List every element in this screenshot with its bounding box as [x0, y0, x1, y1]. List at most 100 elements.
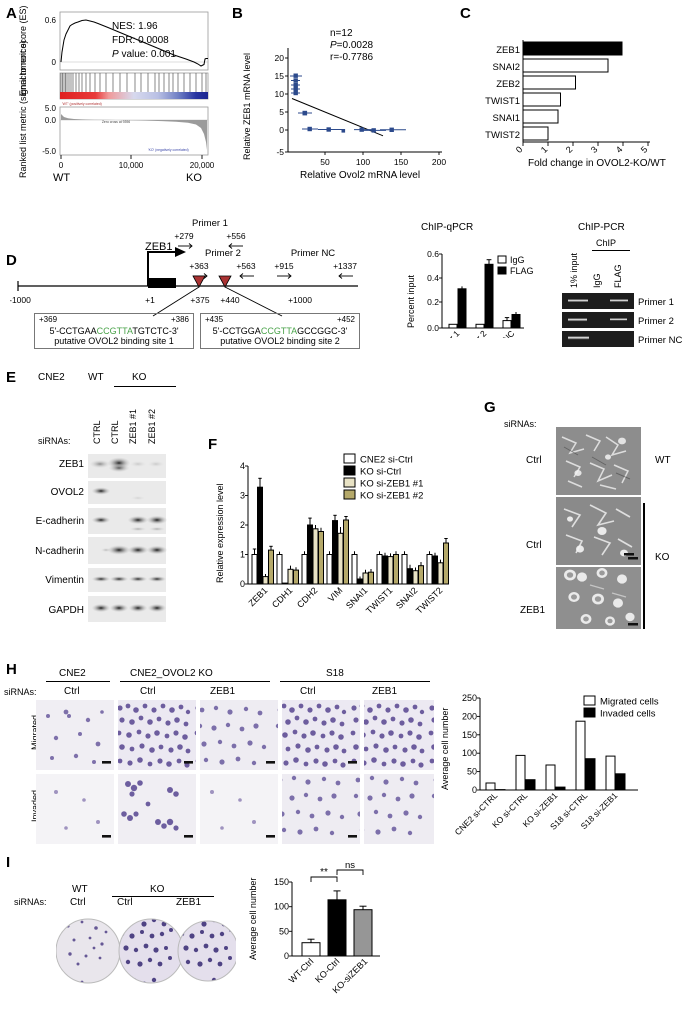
panel-h-cond-3: Ctrl: [300, 686, 316, 697]
svg-text:0: 0: [472, 785, 477, 795]
panel-label-f: F: [208, 436, 218, 453]
panel-b-n: n=12: [330, 28, 353, 39]
panel-label-b: B: [232, 5, 243, 22]
svg-text:3: 3: [240, 491, 245, 501]
panel-g-group-wt: WT: [655, 455, 671, 466]
panel-d-site1-seq: 5'-CCTGAACCGTTATGTCTC-3': [49, 326, 179, 336]
svg-text:+363: +363: [189, 261, 208, 271]
panel-h-group-1-rule: [120, 681, 270, 683]
panel-d-site2-box: +435 +452 5'-CCTGGACCGTTAGCCGGC-3' putat…: [200, 313, 360, 349]
svg-text:KO si-ZEB1 #1: KO si-ZEB1 #1: [360, 479, 423, 490]
panel-e-ko-rule: [114, 386, 176, 388]
panel-a-right-group: KO: [186, 172, 202, 184]
svg-text:10: 10: [275, 89, 285, 99]
panel-i-sirna-label: siRNAs:: [14, 897, 47, 907]
svg-text:Primer 2: Primer 2: [638, 316, 674, 327]
panel-i-colony-wells: [56, 918, 236, 984]
chip-qpcr-title: ChIP-qPCR: [421, 222, 474, 233]
svg-text:+375: +375: [190, 295, 209, 305]
svg-text:150: 150: [394, 157, 408, 167]
panel-e-group-wt: WT: [88, 372, 104, 383]
svg-text:0.6: 0.6: [427, 249, 439, 259]
svg-text:+279: +279: [174, 231, 193, 241]
chip-pcr-chip-rule: [592, 250, 630, 251]
panel-h-cond-1: Ctrl: [140, 686, 156, 697]
svg-text:OVOL2: OVOL2: [51, 487, 85, 498]
panel-d-gene-label: ZEB1: [145, 241, 173, 253]
svg-text:CDH2: CDH2: [295, 585, 319, 609]
svg-text:+1: +1: [145, 295, 155, 305]
svg-text:50: 50: [320, 157, 330, 167]
svg-text:15: 15: [275, 71, 285, 81]
svg-text:0: 0: [284, 951, 289, 961]
svg-text:20: 20: [275, 53, 285, 63]
chip-pcr-chip-header: ChIP: [596, 238, 617, 248]
panel-i-top-wt: WT: [72, 884, 88, 895]
panel-h-group-2: S18: [326, 668, 344, 679]
panel-a-gsea-plot: 0.6 0 'WT' (positively correlated) 5.0 0…: [42, 11, 215, 170]
panel-e-cellline: CNE2: [38, 372, 65, 383]
panel-d-gene-diagram: ZEB1 Primer 1 +279 +556 Primer 2 +363 +5…: [10, 218, 358, 317]
panel-f-barchart: 4 3 2 1 0 ZEB1 CDH1 CDH2 VIM: [240, 461, 449, 616]
svg-text:Primer NC: Primer NC: [638, 335, 682, 346]
svg-text:1: 1: [240, 550, 245, 560]
svg-text:20,000: 20,000: [190, 161, 215, 170]
panel-g-micrographs: [556, 427, 641, 629]
svg-text:250: 250: [462, 693, 477, 703]
svg-text:'KO' (negatively correlated): 'KO' (negatively correlated): [148, 148, 189, 152]
svg-text:10,000: 10,000: [119, 161, 144, 170]
svg-text:-5.0: -5.0: [42, 147, 56, 156]
svg-text:Primer NC: Primer NC: [291, 248, 335, 259]
svg-text:ZEB1: ZEB1: [246, 585, 269, 608]
panel-i-cond-0: Ctrl: [70, 897, 86, 908]
panel-h-cond-2: ZEB1: [210, 686, 236, 697]
panel-h-group-1: CNE2_OVOL2 KO: [130, 668, 213, 679]
panel-c-cat-0: ZEB1: [496, 45, 520, 56]
panel-i-sig1: **: [320, 867, 328, 878]
panel-a-nes: NES: 1.96: [112, 21, 158, 32]
svg-text:-1000: -1000: [10, 295, 31, 305]
panel-label-c: C: [460, 5, 471, 22]
svg-text:KO si-Ctrl: KO si-Ctrl: [360, 467, 401, 478]
panel-a-heat-left-note: 'WT' (positively correlated): [62, 102, 102, 106]
svg-text:Primer 2: Primer 2: [205, 248, 241, 259]
panel-f-legend: CNE2 si-Ctrl KO si-Ctrl KO si-ZEB1 #1 KO…: [343, 453, 423, 502]
panel-c-barchart: ZEB1 SNAI2 ZEB2 TWIST1 SNAI1 TWIST2 0 1 …: [485, 40, 650, 155]
svg-text:100: 100: [462, 748, 477, 758]
chip-pcr-title: ChIP-PCR: [578, 222, 625, 233]
chip-qpcr-chart: 0.60.4 0.20.0 IgG FLAG Primer 1 Primer 2…: [427, 249, 533, 338]
chip-pcr-gel: Primer 1 Primer 2 Primer NC: [562, 293, 682, 347]
svg-text:1: 1: [539, 144, 550, 155]
panel-c-cat-1: SNAI2: [493, 62, 520, 73]
svg-text:ZEB1: ZEB1: [59, 459, 84, 470]
panel-i-top-ko: KO: [150, 884, 165, 895]
svg-text:CDH1: CDH1: [270, 585, 294, 609]
panel-h-cond-4: ZEB1: [372, 686, 398, 697]
svg-text:+563: +563: [236, 261, 255, 271]
svg-text:0.0: 0.0: [45, 116, 57, 125]
panel-h-barchart: 250 200 150 100 50 0 Migrated cells Invaded…: [453, 693, 659, 837]
svg-text:200: 200: [462, 711, 477, 721]
svg-text:KO si-ZEB1 #2: KO si-ZEB1 #2: [360, 491, 423, 502]
panel-i-cond-1: Ctrl: [117, 897, 133, 908]
panel-i-cond-2: ZEB1: [176, 897, 202, 908]
panel-h-cond-0: Ctrl: [64, 686, 80, 697]
panel-label-h: H: [6, 661, 17, 678]
svg-text:5: 5: [279, 107, 284, 117]
panel-h-transwell-images: [36, 700, 434, 844]
svg-text:0: 0: [514, 144, 525, 155]
panel-h-group-2-rule: [280, 681, 430, 683]
panel-g-ko-bracket: [643, 503, 645, 629]
svg-text:Primer 1: Primer 1: [192, 218, 228, 229]
panel-b-scatter: 20 15 10 5 0 -5 50 100 150 200: [275, 48, 446, 167]
panel-h-group-0: CNE2: [59, 668, 86, 679]
svg-text:Primer 1: Primer 1: [638, 297, 674, 308]
panel-h-group-0-rule: [46, 681, 110, 683]
svg-text:E-cadherin: E-cadherin: [36, 516, 84, 527]
panel-label-g: G: [484, 399, 496, 416]
svg-text:Primer 2: Primer 2: [459, 328, 489, 338]
panel-i-ko-rule: [112, 896, 214, 898]
panel-c-cat-4: SNAI1: [493, 113, 520, 124]
